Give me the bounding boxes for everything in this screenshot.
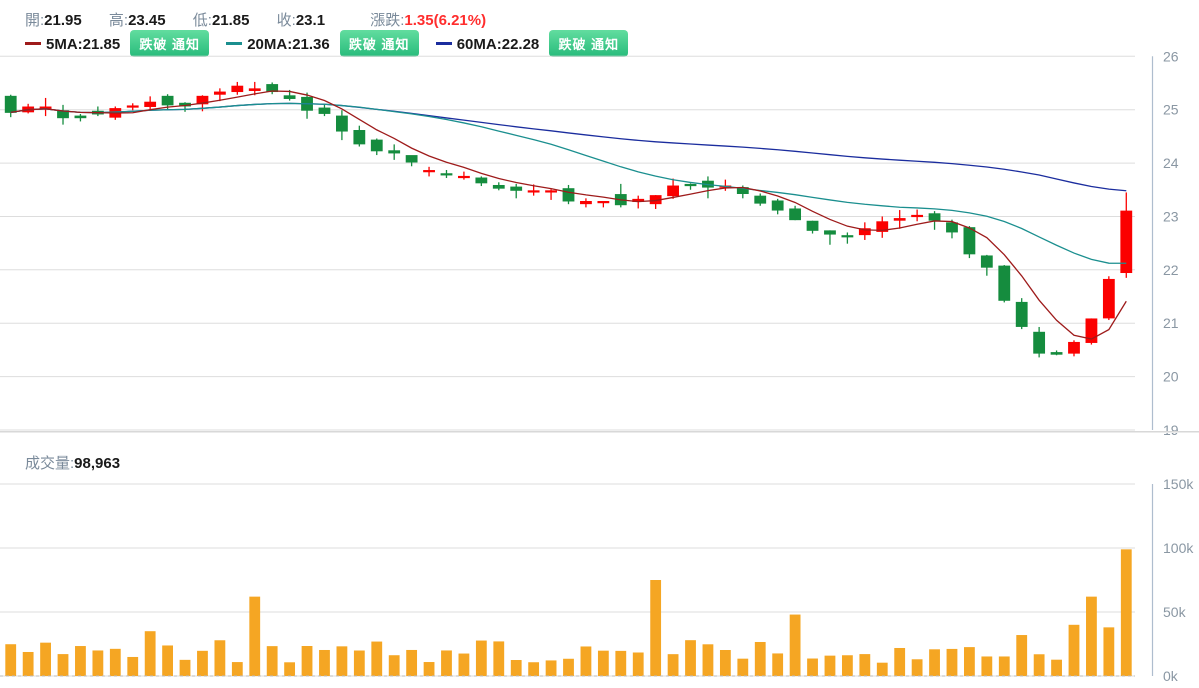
svg-text:50k: 50k xyxy=(1163,604,1187,620)
svg-text:100k: 100k xyxy=(1163,540,1194,556)
svg-text:150k: 150k xyxy=(1163,476,1194,492)
svg-text:0k: 0k xyxy=(1163,668,1179,684)
